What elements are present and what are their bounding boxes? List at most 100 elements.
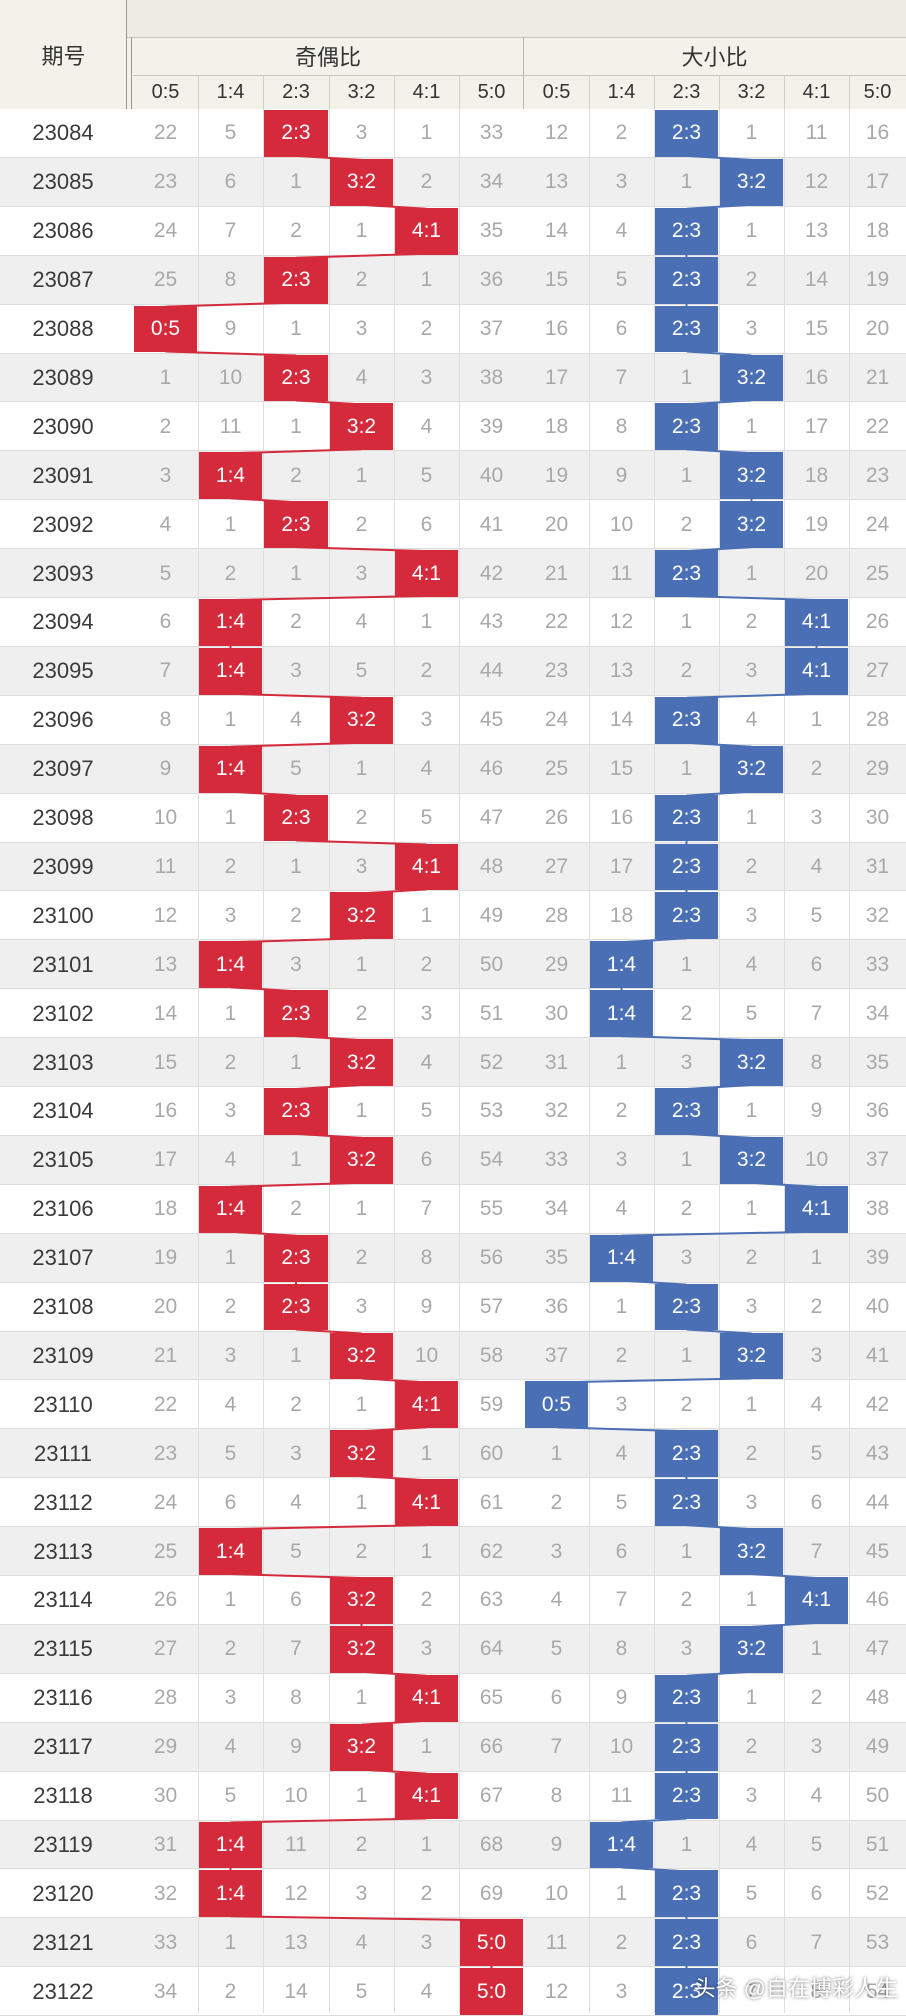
big-small-hit-cell: 2:3 bbox=[655, 794, 718, 842]
omission-cell: 2 bbox=[224, 561, 237, 585]
omission-cell: 36 bbox=[544, 1295, 569, 1319]
omission-cell: 4 bbox=[420, 757, 433, 781]
omission-cell: 1 bbox=[615, 1295, 628, 1319]
omission-cell: 23 bbox=[544, 659, 569, 683]
big-small-trend-line bbox=[686, 203, 752, 210]
ratio-col-header: 5:0 bbox=[863, 80, 892, 103]
big-small-trend-line bbox=[621, 1817, 687, 1824]
omission-cell: 69 bbox=[479, 1881, 504, 1905]
odd-even-hit-cell: 3:2 bbox=[330, 696, 393, 744]
omission-cell: 1 bbox=[224, 1930, 237, 1954]
odd-even-hit-cell: 4:1 bbox=[395, 1772, 458, 1820]
big-small-trend-line bbox=[686, 595, 817, 601]
omission-cell: 7 bbox=[810, 1001, 823, 1025]
omission-cell: 1 bbox=[680, 1148, 693, 1172]
table-row bbox=[0, 940, 906, 990]
big-small-hit-cell: 3:2 bbox=[720, 1136, 783, 1184]
omission-cell: 8 bbox=[615, 414, 628, 438]
omission-cell: 8 bbox=[290, 1686, 302, 1710]
omission-cell: 39 bbox=[479, 414, 504, 438]
omission-cell: 3 bbox=[420, 708, 433, 732]
omission-cell: 16 bbox=[804, 365, 829, 389]
omission-cell: 31 bbox=[544, 1050, 569, 1074]
omission-cell: 7 bbox=[615, 1588, 628, 1612]
ratio-col-header: 3:2 bbox=[737, 80, 766, 103]
omission-cell: 1 bbox=[745, 219, 758, 243]
row-divider bbox=[0, 548, 906, 550]
omission-cell: 34 bbox=[153, 1979, 178, 2003]
omission-cell: 3 bbox=[615, 1979, 628, 2003]
omission-cell: 19 bbox=[804, 512, 829, 536]
period-cell: 23109 bbox=[32, 1342, 94, 1368]
omission-cell: 1 bbox=[355, 1784, 368, 1808]
big-small-hit-cell: 3:2 bbox=[720, 452, 783, 500]
omission-cell: 6 bbox=[745, 1930, 758, 1954]
omission-cell: 34 bbox=[865, 1001, 890, 1025]
omission-cell: 2 bbox=[420, 952, 433, 976]
big-small-hit-cell: 2:3 bbox=[655, 1870, 718, 1918]
row-divider bbox=[0, 352, 906, 354]
big-small-trend-line bbox=[621, 1279, 687, 1286]
row-divider bbox=[0, 1623, 906, 1625]
omission-cell: 20 bbox=[804, 561, 829, 585]
big-small-trend-line bbox=[556, 1426, 687, 1433]
omission-cell: 2 bbox=[680, 1392, 693, 1416]
omission-cell: 14 bbox=[284, 1979, 308, 2003]
period-cell: 23102 bbox=[32, 1000, 94, 1026]
omission-cell: 2 bbox=[290, 463, 302, 487]
omission-cell: 2 bbox=[355, 1001, 368, 1025]
odd-even-hit-cell: 5:0 bbox=[460, 1919, 523, 1967]
row-divider bbox=[0, 303, 906, 305]
omission-cell: 22 bbox=[153, 121, 178, 145]
omission-cell: 2 bbox=[355, 512, 368, 536]
odd-even-hit-cell: 2:3 bbox=[264, 354, 328, 402]
header-group-band bbox=[127, 0, 906, 38]
omission-cell: 2 bbox=[420, 1588, 433, 1612]
omission-cell: 7 bbox=[290, 1637, 302, 1661]
odd-even-trend-line bbox=[230, 790, 297, 797]
odd-even-trend-line bbox=[295, 1132, 362, 1139]
omission-cell: 3 bbox=[420, 1001, 433, 1025]
omission-cell: 6 bbox=[420, 512, 433, 536]
period-cell: 23098 bbox=[32, 805, 94, 831]
omission-cell: 5 bbox=[290, 1539, 302, 1563]
big-small-trend-line bbox=[621, 1035, 752, 1042]
omission-cell: 3 bbox=[745, 317, 758, 341]
period-cell: 23119 bbox=[33, 1831, 93, 1857]
subheader-col-divider bbox=[654, 75, 655, 109]
omission-cell: 51 bbox=[865, 1832, 890, 1856]
omission-cell: 1 bbox=[680, 365, 693, 389]
ratio-col-header: 0:5 bbox=[151, 80, 180, 103]
table-row bbox=[0, 1967, 906, 2016]
period-cell: 23120 bbox=[32, 1880, 94, 1906]
omission-cell: 1 bbox=[745, 121, 758, 145]
big-small-trend-line bbox=[686, 1524, 752, 1531]
odd-even-hit-cell: 2:3 bbox=[264, 1088, 328, 1135]
odd-even-trend-line bbox=[165, 350, 297, 357]
omission-cell: 5 bbox=[355, 659, 368, 683]
omission-cell: 28 bbox=[153, 1686, 178, 1710]
period-cell: 23097 bbox=[32, 756, 94, 782]
omission-cell: 14 bbox=[609, 708, 634, 732]
omission-cell: 1 bbox=[290, 317, 302, 341]
omission-cell: 4 bbox=[745, 952, 758, 976]
odd-even-trend-line bbox=[230, 595, 427, 601]
odd-even-trend-line bbox=[295, 1035, 362, 1042]
column-divider bbox=[784, 109, 785, 2013]
omission-cell: 27 bbox=[544, 854, 569, 878]
big-small-hit-cell: 3:2 bbox=[720, 354, 783, 402]
odd-even-trend-line bbox=[230, 937, 362, 944]
omission-cell: 3 bbox=[420, 1930, 433, 1954]
column-divider bbox=[329, 109, 330, 2013]
omission-cell: 2 bbox=[745, 1735, 758, 1759]
omission-cell: 1 bbox=[420, 610, 433, 634]
period-cell: 23117 bbox=[33, 1734, 93, 1760]
omission-cell: 1 bbox=[224, 708, 237, 732]
odd-even-hit-cell: 1:4 bbox=[199, 452, 262, 500]
row-divider bbox=[0, 645, 906, 647]
omission-cell: 29 bbox=[153, 1735, 178, 1759]
big-small-hit-cell: 2:3 bbox=[655, 1919, 718, 1967]
odd-even-trend-line bbox=[361, 203, 427, 210]
omission-cell: 4 bbox=[224, 1148, 237, 1172]
omission-cell: 43 bbox=[479, 610, 504, 634]
